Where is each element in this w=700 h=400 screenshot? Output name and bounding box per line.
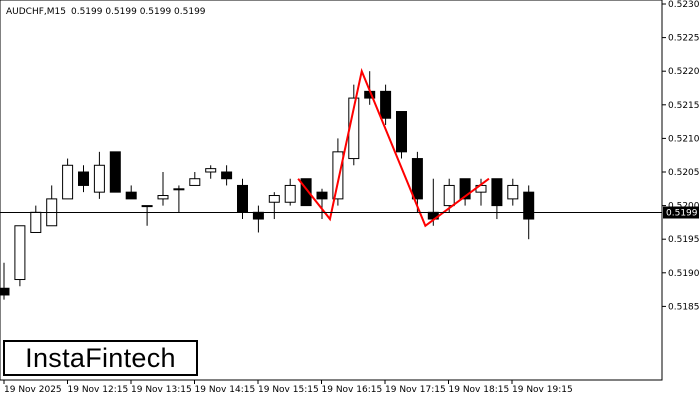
candle bbox=[14, 225, 26, 287]
candle-body bbox=[14, 225, 26, 281]
x-axis: 19 Nov 2025 19 Nov 12:15 19 Nov 13:15 19 No… bbox=[3, 380, 573, 395]
candle bbox=[0, 262, 10, 300]
candle-body bbox=[316, 191, 328, 200]
candle-body bbox=[173, 188, 185, 191]
x-tick-label: 19 Nov 13:15 bbox=[131, 385, 192, 395]
x-tick-label: 19 Nov 12:15 bbox=[68, 385, 129, 395]
x-tick-label: 19 Nov 18:15 bbox=[449, 385, 510, 395]
ohlc-values: 0.5199 0.5199 0.5199 0.5199 bbox=[71, 7, 206, 17]
candle bbox=[268, 192, 280, 220]
candle-body bbox=[30, 211, 42, 233]
x-tick-label: 19 Nov 19:15 bbox=[512, 385, 573, 395]
candle-body bbox=[237, 184, 248, 213]
candle-body bbox=[141, 205, 153, 208]
candle bbox=[62, 158, 74, 200]
plot-frame bbox=[0, 0, 663, 381]
symbol-timeframe: AUDCHF,M15 bbox=[6, 7, 66, 17]
candle-body bbox=[443, 184, 455, 207]
candle-body bbox=[157, 195, 169, 200]
candle bbox=[221, 165, 233, 186]
candle bbox=[411, 151, 423, 213]
candle bbox=[173, 185, 185, 213]
x-tick-label: 19 Nov 16:15 bbox=[322, 385, 383, 395]
candle-body bbox=[125, 191, 137, 200]
x-tick-label: 19 Nov 15:15 bbox=[258, 385, 319, 395]
logo-text: InstaFintech bbox=[25, 342, 176, 373]
candle-body bbox=[380, 90, 392, 119]
candle-body bbox=[459, 178, 471, 200]
y-tick-label: 0.5195 bbox=[668, 235, 700, 245]
candle-body bbox=[491, 178, 503, 207]
y-tick-label: 0.5215 bbox=[668, 101, 700, 111]
instafintech-logo: InstaFintech bbox=[3, 340, 198, 376]
chart-title: AUDCHF,M15 0.5199 0.5199 0.5199 0.5199 bbox=[6, 7, 206, 17]
candle bbox=[507, 178, 519, 206]
candle bbox=[443, 178, 455, 213]
candle-body bbox=[93, 164, 105, 193]
candle bbox=[332, 138, 344, 206]
candle-body bbox=[507, 184, 519, 200]
current-price-tag bbox=[663, 206, 699, 219]
y-tick-label: 0.5230 bbox=[668, 0, 700, 10]
candle-body bbox=[332, 151, 344, 200]
candle-body bbox=[268, 195, 280, 203]
pattern-line bbox=[297, 67, 490, 228]
x-tick-label: 19 Nov 2025 bbox=[4, 385, 62, 395]
candle bbox=[316, 188, 328, 220]
candle bbox=[78, 165, 89, 193]
pattern-layer bbox=[297, 67, 490, 228]
candle bbox=[93, 151, 105, 199]
candle-body bbox=[300, 178, 312, 207]
candle-body bbox=[62, 164, 74, 200]
candle bbox=[459, 178, 471, 206]
candle bbox=[300, 178, 312, 207]
candle bbox=[396, 111, 407, 159]
candle-body bbox=[78, 171, 89, 186]
candle-body bbox=[411, 158, 423, 200]
candle-body bbox=[252, 211, 264, 220]
y-tick-label: 0.5185 bbox=[668, 302, 700, 312]
y-tick-label: 0.5190 bbox=[668, 269, 700, 279]
current-price-label: 0.5199 bbox=[666, 209, 698, 219]
x-tick-label: 19 Nov 14:15 bbox=[195, 385, 256, 395]
candle bbox=[205, 165, 217, 179]
candle bbox=[189, 172, 201, 186]
candle bbox=[157, 172, 169, 206]
candle-body bbox=[189, 178, 201, 186]
candle bbox=[284, 178, 296, 206]
candle-body bbox=[205, 168, 217, 173]
candle bbox=[125, 185, 137, 200]
candle bbox=[109, 151, 121, 193]
candle-body bbox=[221, 171, 233, 180]
y-tick-label: 0.5225 bbox=[668, 34, 700, 44]
candle-body bbox=[396, 111, 407, 153]
x-tick-label: 19 Nov 17:15 bbox=[385, 385, 446, 395]
y-tick-label: 0.5210 bbox=[668, 134, 700, 144]
candle-body bbox=[0, 287, 10, 296]
candle-body bbox=[109, 151, 121, 193]
candle-body bbox=[284, 184, 296, 203]
candle bbox=[141, 205, 153, 226]
y-tick-label: 0.5205 bbox=[668, 168, 700, 178]
candle-body bbox=[523, 191, 535, 220]
y-tick-label: 0.5220 bbox=[668, 67, 700, 77]
candle bbox=[380, 84, 392, 125]
